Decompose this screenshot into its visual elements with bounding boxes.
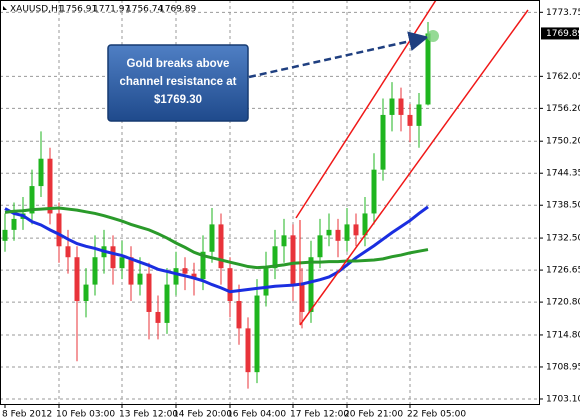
candle-body	[182, 268, 188, 274]
candle-body	[362, 213, 368, 236]
candle-body	[146, 273, 152, 312]
candle-body	[290, 235, 296, 285]
callout-box	[107, 44, 249, 122]
candle-body	[281, 235, 287, 247]
y-tick-label: 1773.75	[546, 8, 580, 18]
symbol: XAUUSD,H1	[10, 5, 64, 15]
candle-body	[200, 251, 206, 280]
x-tick-label: 17 Feb 12:00	[290, 410, 349, 420]
y-tick-label: 1720.80	[546, 298, 580, 308]
header-high: 1771.97	[93, 5, 130, 15]
candle-body	[272, 246, 278, 269]
candle-body	[110, 246, 116, 269]
candle-body	[83, 284, 89, 302]
candle-body	[38, 158, 44, 187]
candle-body	[380, 114, 386, 170]
x-tick-label: 22 Feb 05:00	[407, 410, 466, 420]
callout-text: Gold breaks above	[127, 58, 230, 70]
y-axis: 1773.75 1762.05 1756.20 1750.20 1744.35 1738.…	[2, 8, 580, 420]
candle-body	[254, 295, 260, 373]
y-tick-label: 1756.20	[546, 104, 580, 114]
candle-body	[191, 273, 197, 280]
candle-body	[344, 224, 350, 241]
candle-body	[92, 257, 98, 285]
candle-body	[29, 186, 35, 214]
candle-body	[407, 114, 413, 126]
candle-body	[371, 169, 377, 214]
header-low: 1756.74	[126, 5, 163, 15]
y-tick-label: 1714.80	[546, 330, 580, 340]
candle-body	[308, 257, 314, 312]
header-open: 1756.91	[60, 5, 97, 15]
candle-body	[209, 224, 215, 252]
callout-text: $1769.30	[154, 94, 202, 106]
candle-body	[389, 98, 395, 115]
candle-body	[335, 229, 341, 241]
x-tick-label: 14 Feb 20:00	[173, 410, 232, 420]
moving-average	[4, 206, 429, 270]
candle-body	[74, 257, 80, 302]
callout-arrow	[248, 31, 429, 79]
candle-body	[245, 328, 251, 373]
candle-body	[227, 268, 233, 302]
candle-body	[236, 301, 242, 329]
candle-body	[317, 235, 323, 258]
candle-body	[218, 224, 224, 269]
candle-body	[398, 98, 404, 115]
callout-text: channel resistance at	[120, 76, 237, 88]
moving-average	[4, 205, 429, 294]
header: XAUUSD,H1 1756.91 1771.97 1756.74 1769.8…	[3, 5, 196, 15]
candle-body	[11, 218, 17, 230]
y-tick-label: 1708.95	[546, 362, 580, 372]
candle-body	[164, 284, 170, 323]
candle-body	[155, 311, 161, 323]
candle-body	[173, 268, 179, 285]
price-label: 1769.89	[546, 29, 580, 39]
candle-body	[137, 273, 143, 285]
candle-body	[56, 213, 62, 247]
callout: Gold breaks above channel resistance at …	[107, 44, 249, 122]
candle-body	[263, 268, 269, 296]
y-tick-label: 1750.20	[546, 137, 580, 147]
y-tick-label: 1744.35	[546, 169, 580, 179]
y-tick-label: 1726.65	[546, 266, 580, 276]
candle-body	[416, 104, 422, 126]
candle-body	[65, 246, 71, 258]
candle-body	[2, 229, 8, 241]
x-tick-label: 13 Feb 12:00	[119, 410, 178, 420]
x-tick-label: 8 Feb 2012	[2, 410, 52, 420]
header-close: 1769.89	[159, 5, 196, 15]
highlight	[427, 30, 439, 42]
candle-body	[353, 224, 359, 236]
marks	[2, 22, 431, 389]
y-tick-label: 1762.05	[546, 72, 580, 82]
candle-body	[326, 229, 332, 236]
y-tick-label: 1738.50	[546, 201, 580, 211]
header-icon	[3, 6, 7, 10]
price-box	[541, 27, 579, 40]
plot-frame	[0, 0, 540, 405]
x-tick-label: 16 Feb 04:00	[227, 410, 286, 420]
candle-body	[119, 257, 125, 269]
channel-lower	[299, 9, 529, 326]
candle-body	[47, 158, 53, 214]
candle-body	[128, 257, 134, 285]
candle-body	[425, 33, 431, 105]
y-tick-label: 1732.50	[546, 234, 580, 244]
y-tick-label: 1703.10	[546, 394, 580, 404]
candle-body	[299, 284, 305, 312]
x-tick-label: 10 Feb 03:00	[56, 410, 115, 420]
x-tick-label: 20 Feb 21:00	[344, 410, 403, 420]
